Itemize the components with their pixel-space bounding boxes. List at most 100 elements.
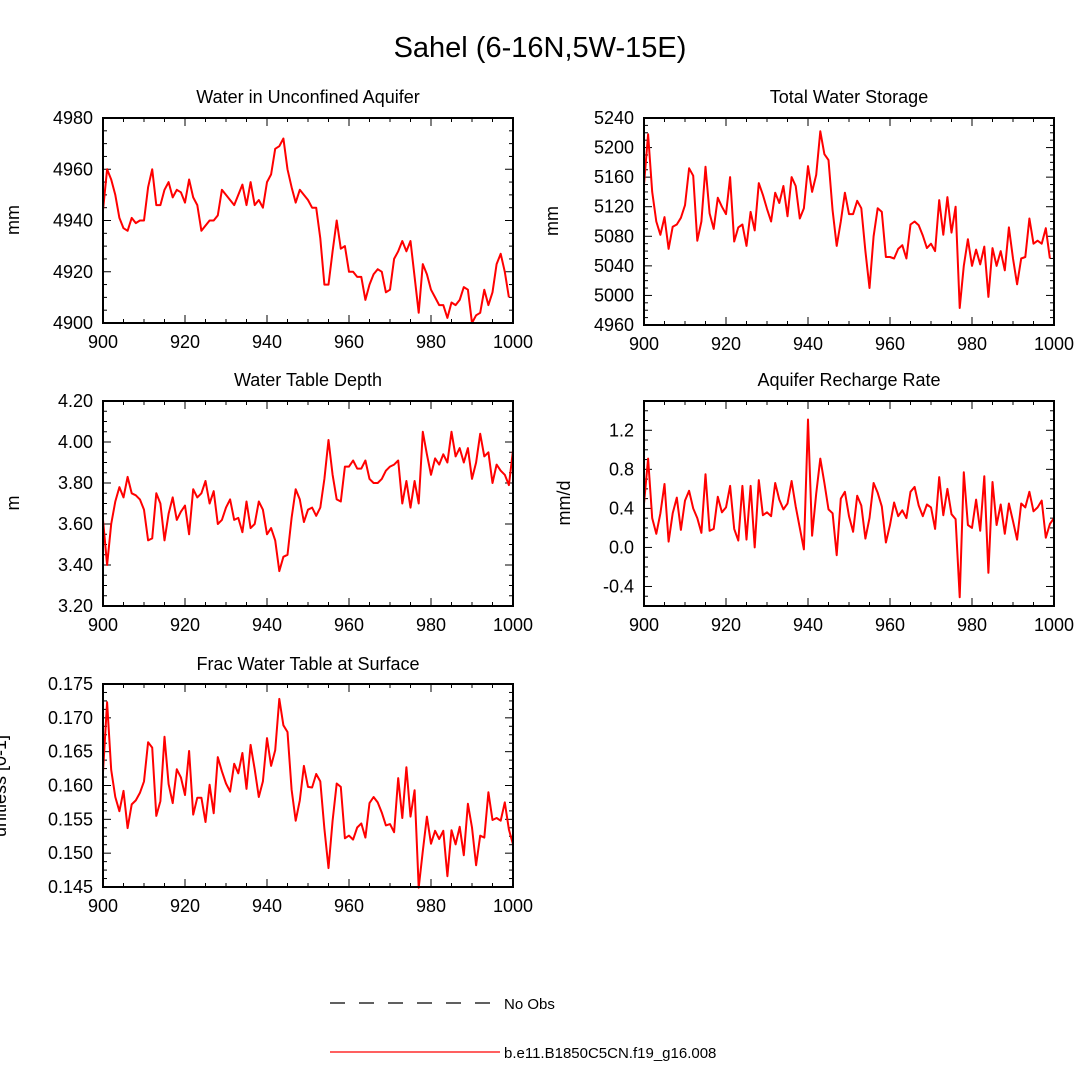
y-tick-label: 4980 bbox=[53, 108, 93, 128]
x-tick-label: 900 bbox=[629, 334, 659, 354]
x-tick-label: 900 bbox=[88, 896, 118, 916]
x-tick-label: 920 bbox=[711, 615, 741, 635]
x-tick-label: 1000 bbox=[493, 896, 533, 916]
x-tick-label: 920 bbox=[170, 615, 200, 635]
y-tick-label: 4900 bbox=[53, 313, 93, 333]
y-tick-label: 5200 bbox=[594, 138, 634, 158]
panel-water-table-depth: Water Table Depth m 900 920 940 960 980 1000 3… bbox=[3, 370, 533, 635]
x-tick-label: 980 bbox=[957, 334, 987, 354]
y-tick-label: 5000 bbox=[594, 285, 634, 305]
x-tick-label: 980 bbox=[957, 615, 987, 635]
panel-title: Water Table Depth bbox=[234, 370, 382, 390]
y-tick-label: 0.155 bbox=[48, 809, 93, 829]
legend: No Obs b.e11.B1850C5CN.f19_g16.008 bbox=[330, 996, 716, 1062]
x-tick-label: 900 bbox=[88, 615, 118, 635]
panel-title: Total Water Storage bbox=[770, 87, 928, 107]
plot-frame bbox=[102, 400, 514, 607]
x-tick-label: 900 bbox=[88, 332, 118, 352]
x-tick-label: 1000 bbox=[493, 615, 533, 635]
legend-label-no-obs: No Obs bbox=[504, 996, 555, 1013]
y-tick-label: 4.20 bbox=[58, 391, 93, 411]
y-axis-label: mm/d bbox=[554, 481, 574, 526]
x-tick-label: 960 bbox=[334, 332, 364, 352]
x-tick-label: 960 bbox=[875, 334, 905, 354]
x-tick-label: 1000 bbox=[1034, 615, 1074, 635]
y-tick-label: 0.150 bbox=[48, 843, 93, 863]
panel-title: Frac Water Table at Surface bbox=[196, 654, 419, 674]
series-line bbox=[102, 697, 514, 889]
y-tick-label: 4960 bbox=[53, 159, 93, 179]
y-tick-label: 0.0 bbox=[609, 537, 634, 557]
x-tick-label: 940 bbox=[793, 615, 823, 635]
y-tick-label: 1.2 bbox=[609, 420, 634, 440]
series-lines bbox=[643, 130, 1051, 309]
y-tick-label: 0.4 bbox=[609, 498, 634, 518]
y-tick-label: 4.00 bbox=[58, 432, 93, 452]
x-tick-label: 960 bbox=[334, 896, 364, 916]
y-tick-label: 3.60 bbox=[58, 514, 93, 534]
axis-ticks: 900 920 940 960 980 1000 4900 4920 4940 4960 4980 bbox=[53, 108, 533, 352]
legend-label-model: b.e11.B1850C5CN.f19_g16.008 bbox=[504, 1045, 716, 1062]
panel-title: Aquifer Recharge Rate bbox=[757, 370, 940, 390]
x-tick-label: 920 bbox=[711, 334, 741, 354]
y-tick-label: 4940 bbox=[53, 211, 93, 231]
x-tick-label: 980 bbox=[416, 896, 446, 916]
y-tick-label: 0.165 bbox=[48, 742, 93, 762]
x-tick-label: 920 bbox=[170, 332, 200, 352]
x-tick-label: 940 bbox=[252, 332, 282, 352]
plot-frame bbox=[102, 683, 514, 888]
plot-frame bbox=[102, 117, 514, 324]
y-tick-label: 0.8 bbox=[609, 459, 634, 479]
x-tick-label: 900 bbox=[629, 615, 659, 635]
y-tick-label: 5240 bbox=[594, 108, 634, 128]
panel-water-unconfined-aquifer: Water in Unconfined Aquifer mm 900 920 940… bbox=[3, 87, 533, 352]
x-tick-label: 980 bbox=[416, 615, 446, 635]
y-tick-label: 3.20 bbox=[58, 596, 93, 616]
y-tick-label: 4960 bbox=[594, 315, 634, 335]
x-tick-label: 1000 bbox=[493, 332, 533, 352]
x-tick-label: 980 bbox=[416, 332, 446, 352]
y-tick-label: 0.170 bbox=[48, 708, 93, 728]
y-tick-label: 0.160 bbox=[48, 776, 93, 796]
x-tick-label: 960 bbox=[334, 615, 364, 635]
series-line bbox=[102, 430, 514, 573]
y-tick-label: 5040 bbox=[594, 256, 634, 276]
y-tick-label: -0.4 bbox=[603, 576, 634, 596]
series-lines bbox=[643, 418, 1055, 599]
y-tick-label: 5120 bbox=[594, 197, 634, 217]
y-tick-label: 0.175 bbox=[48, 674, 93, 694]
y-axis-label: mm bbox=[542, 206, 562, 236]
x-tick-label: 940 bbox=[252, 896, 282, 916]
figure-title: Sahel (6-16N,5W-15E) bbox=[393, 32, 687, 64]
x-tick-label: 1000 bbox=[1034, 334, 1074, 354]
x-tick-label: 940 bbox=[252, 615, 282, 635]
series-line bbox=[102, 137, 510, 324]
y-tick-label: 3.80 bbox=[58, 473, 93, 493]
y-tick-label: 3.40 bbox=[58, 555, 93, 575]
series-line bbox=[643, 418, 1055, 599]
panel-aquifer-recharge-rate: Aquifer Recharge Rate mm/d 900 920 940 960 9… bbox=[554, 370, 1074, 635]
axis-ticks: 900 920 940 960 980 1000 3.20 3.40 3.60 3.80 4.00 4… bbox=[58, 391, 533, 635]
panel-frac-water-table-surface: Frac Water Table at Surface unitless [0-… bbox=[0, 654, 533, 916]
series-lines bbox=[102, 430, 514, 573]
series-line bbox=[643, 130, 1051, 309]
y-axis-label: mm bbox=[3, 205, 23, 235]
panel-total-water-storage: Total Water Storage mm 900 920 940 960 980 10… bbox=[542, 87, 1074, 354]
axis-ticks: 900 920 940 960 980 1000 0.145 0.150 0.155 0.160 0… bbox=[48, 674, 533, 916]
x-tick-label: 920 bbox=[170, 896, 200, 916]
plot-frame bbox=[643, 117, 1055, 326]
x-tick-label: 940 bbox=[793, 334, 823, 354]
axis-ticks: 900 920 940 960 980 1000 -0.4 0.0 0.4 0.8 1.2 bbox=[603, 400, 1074, 635]
y-tick-label: 5160 bbox=[594, 167, 634, 187]
y-tick-label: 4920 bbox=[53, 262, 93, 282]
plot-frame bbox=[643, 400, 1055, 607]
y-axis-label: m bbox=[3, 496, 23, 511]
y-tick-label: 0.145 bbox=[48, 877, 93, 897]
series-lines bbox=[102, 697, 514, 889]
series-lines bbox=[102, 137, 510, 324]
x-tick-label: 960 bbox=[875, 615, 905, 635]
panel-title: Water in Unconfined Aquifer bbox=[196, 87, 419, 107]
y-tick-label: 5080 bbox=[594, 226, 634, 246]
y-axis-label: unitless [0-1] bbox=[0, 735, 10, 837]
